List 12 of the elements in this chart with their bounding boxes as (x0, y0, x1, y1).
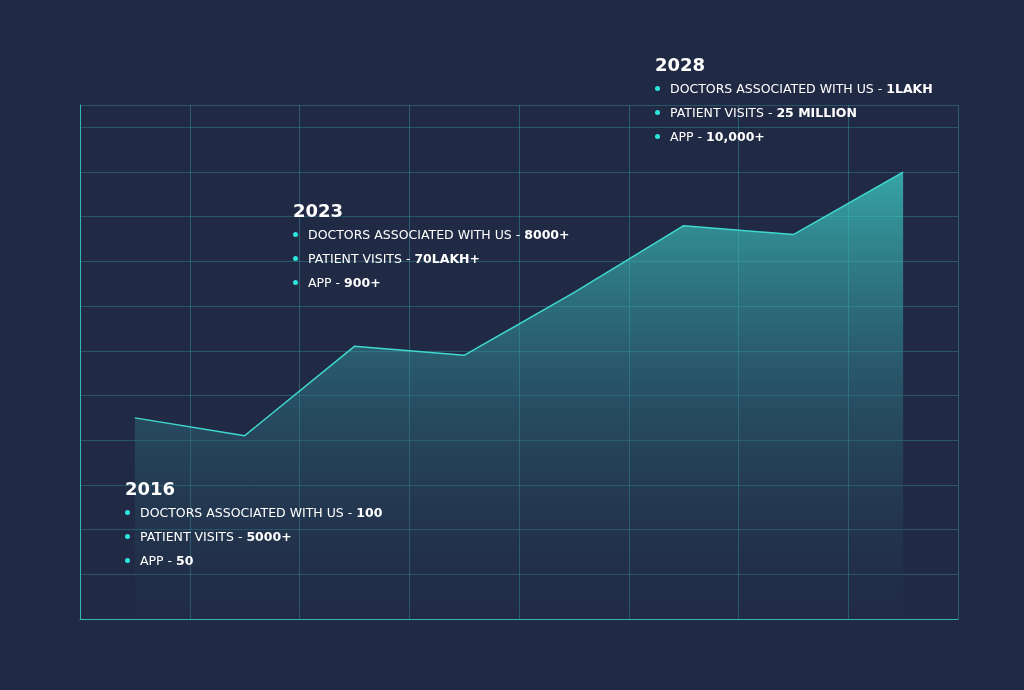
annotation: 2016 (125, 478, 177, 499)
text: DOCTORS ASSOCIATED WITH US - 1LAKH (670, 81, 933, 96)
annotation: APP - 900+ (308, 275, 381, 290)
annotation: APP - 50 (140, 553, 194, 568)
text: PATIENT VISITS - 25 MILLION (670, 105, 857, 120)
annotation: DOCTORS ASSOCIATED WITH US - 8000+ (308, 227, 570, 242)
annotation: PATIENT VISITS - 70LAKH+ (308, 251, 481, 266)
text: APP - 10,000+ (670, 129, 765, 144)
annotation: DOCTORS ASSOCIATED WITH US - 100 (140, 505, 383, 520)
annotation: PATIENT VISITS - 5000+ (140, 529, 292, 544)
text: 2028 (655, 54, 707, 75)
annotation: 2023 (293, 200, 345, 221)
